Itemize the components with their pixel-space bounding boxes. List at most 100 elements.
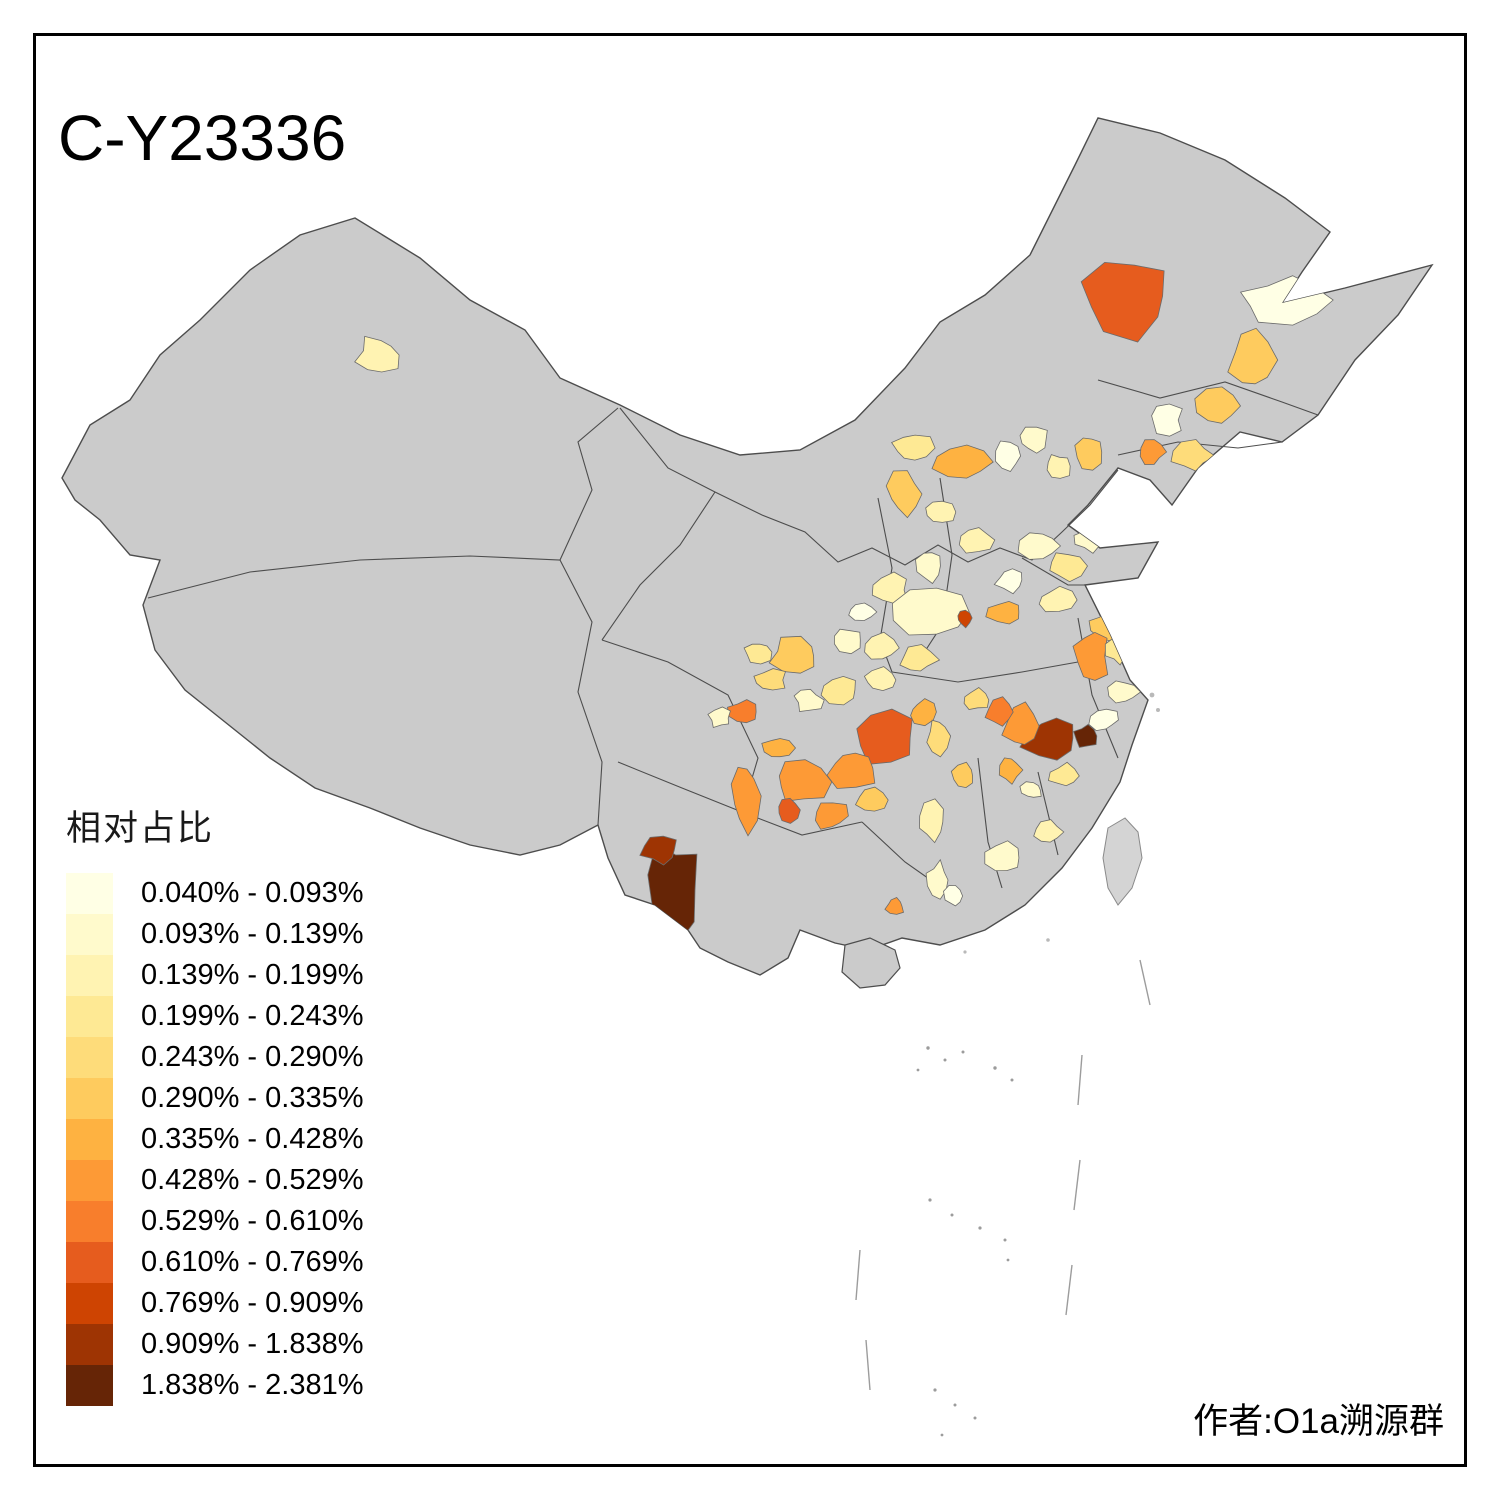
legend-swatch (66, 1201, 113, 1242)
south-china-sea-boundary (855, 959, 1151, 1391)
province-boundary-line (977, 757, 1003, 889)
legend-item: 0.040% - 0.093% (66, 873, 363, 914)
map-region (820, 675, 856, 706)
map-region (743, 643, 773, 665)
map-region (925, 858, 949, 900)
plot-border (33, 33, 1467, 1467)
legend-label: 0.909% - 1.838% (141, 1328, 364, 1360)
map-region (793, 688, 825, 712)
legend-label: 0.199% - 0.243% (141, 1000, 364, 1032)
province-boundary-line (559, 559, 603, 826)
map-region (1038, 585, 1078, 613)
map-region (826, 752, 876, 789)
map-region (1017, 532, 1062, 560)
legend: 相对占比 0.040% - 0.093% 0.093% - 0.139% 0.139… (66, 800, 363, 1406)
map-region (854, 786, 889, 812)
map-region (730, 766, 762, 837)
map-region (891, 587, 970, 636)
legend-swatch (66, 1365, 113, 1406)
legend-item: 0.769% - 0.909% (66, 1283, 363, 1324)
map-region (963, 687, 990, 710)
map-region (707, 706, 731, 729)
map-region (1151, 403, 1183, 437)
map-region (1046, 454, 1071, 479)
map-region (1139, 439, 1168, 466)
map-region (1074, 437, 1103, 471)
attribution: 作者:O1a溯源群 (1193, 1402, 1444, 1441)
map-region (1227, 327, 1279, 385)
map-region (1047, 761, 1080, 787)
map-region (958, 527, 996, 554)
map-region (768, 635, 815, 674)
legend-swatch (66, 955, 113, 996)
map-region (1194, 386, 1242, 424)
legend-swatch (66, 914, 113, 955)
legend-label: 0.040% - 0.093% (141, 877, 364, 909)
map-region (1019, 781, 1042, 798)
map-region (848, 602, 878, 621)
province-boundary-line (601, 639, 759, 813)
legend-item: 0.909% - 1.838% (66, 1324, 363, 1365)
map-region (910, 698, 937, 727)
map-region (1033, 819, 1065, 843)
map-region (885, 470, 923, 519)
legend-swatch (66, 1324, 113, 1365)
province-boundary-line (1021, 557, 1085, 586)
legend-label: 0.290% - 0.335% (141, 1082, 364, 1114)
legend-item: 0.139% - 0.199% (66, 955, 363, 996)
legend-label: 0.428% - 0.529% (141, 1164, 364, 1196)
legend-item: 0.610% - 0.769% (66, 1242, 363, 1283)
legend-swatch (66, 996, 113, 1037)
province-boundary-line (147, 407, 619, 599)
choropleth-regions (354, 261, 1334, 946)
legend-swatch (66, 1037, 113, 1078)
map-region (931, 444, 994, 479)
legend-label: 0.529% - 0.610% (141, 1205, 364, 1237)
map-region (995, 440, 1022, 472)
legend-item: 0.428% - 0.529% (66, 1160, 363, 1201)
legend-title: 相对占比 (66, 809, 215, 848)
map-region (753, 668, 787, 691)
map-region (884, 897, 904, 915)
legend-label: 0.139% - 0.199% (141, 959, 364, 991)
coastal-islets (963, 692, 1160, 954)
map-region (890, 434, 936, 461)
legend-label: 0.769% - 0.909% (141, 1287, 364, 1319)
map-region (957, 609, 973, 629)
legend-label: 1.838% - 2.381% (141, 1369, 364, 1401)
map-region (1001, 701, 1040, 745)
legend-label: 0.243% - 0.290% (141, 1041, 364, 1073)
province-boundary-line (1037, 771, 1059, 856)
legend-item: 0.290% - 0.335% (66, 1078, 363, 1119)
legend-label: 0.610% - 0.769% (141, 1246, 364, 1278)
legend-swatch (66, 1283, 113, 1324)
map-region (1107, 680, 1142, 704)
map-region (899, 644, 941, 672)
legend-label: 0.093% - 0.139% (141, 918, 364, 950)
map-region (984, 840, 1020, 872)
map-region (925, 500, 957, 523)
map-region (993, 568, 1023, 595)
map-title: C-Y23336 (58, 101, 347, 174)
map-region (984, 696, 1014, 727)
map-region (834, 628, 861, 655)
legend-label: 0.335% - 0.428% (141, 1123, 364, 1155)
map-region (1073, 724, 1098, 748)
mainland-outline (61, 117, 1434, 976)
map-region (856, 708, 913, 765)
map-region (915, 552, 941, 585)
map-region (950, 761, 974, 789)
map-region (985, 600, 1020, 625)
map-region (1080, 261, 1165, 343)
legend-swatch (66, 1078, 113, 1119)
map-region (919, 798, 944, 844)
map-region (778, 797, 801, 824)
map-region (864, 631, 900, 660)
map-region (1088, 708, 1119, 732)
map-region (998, 757, 1024, 785)
map-region (354, 335, 400, 373)
hainan-island (841, 937, 901, 989)
south-china-sea-islets (916, 1046, 1014, 1437)
legend-swatch (66, 1119, 113, 1160)
taiwan-island (1102, 817, 1143, 906)
